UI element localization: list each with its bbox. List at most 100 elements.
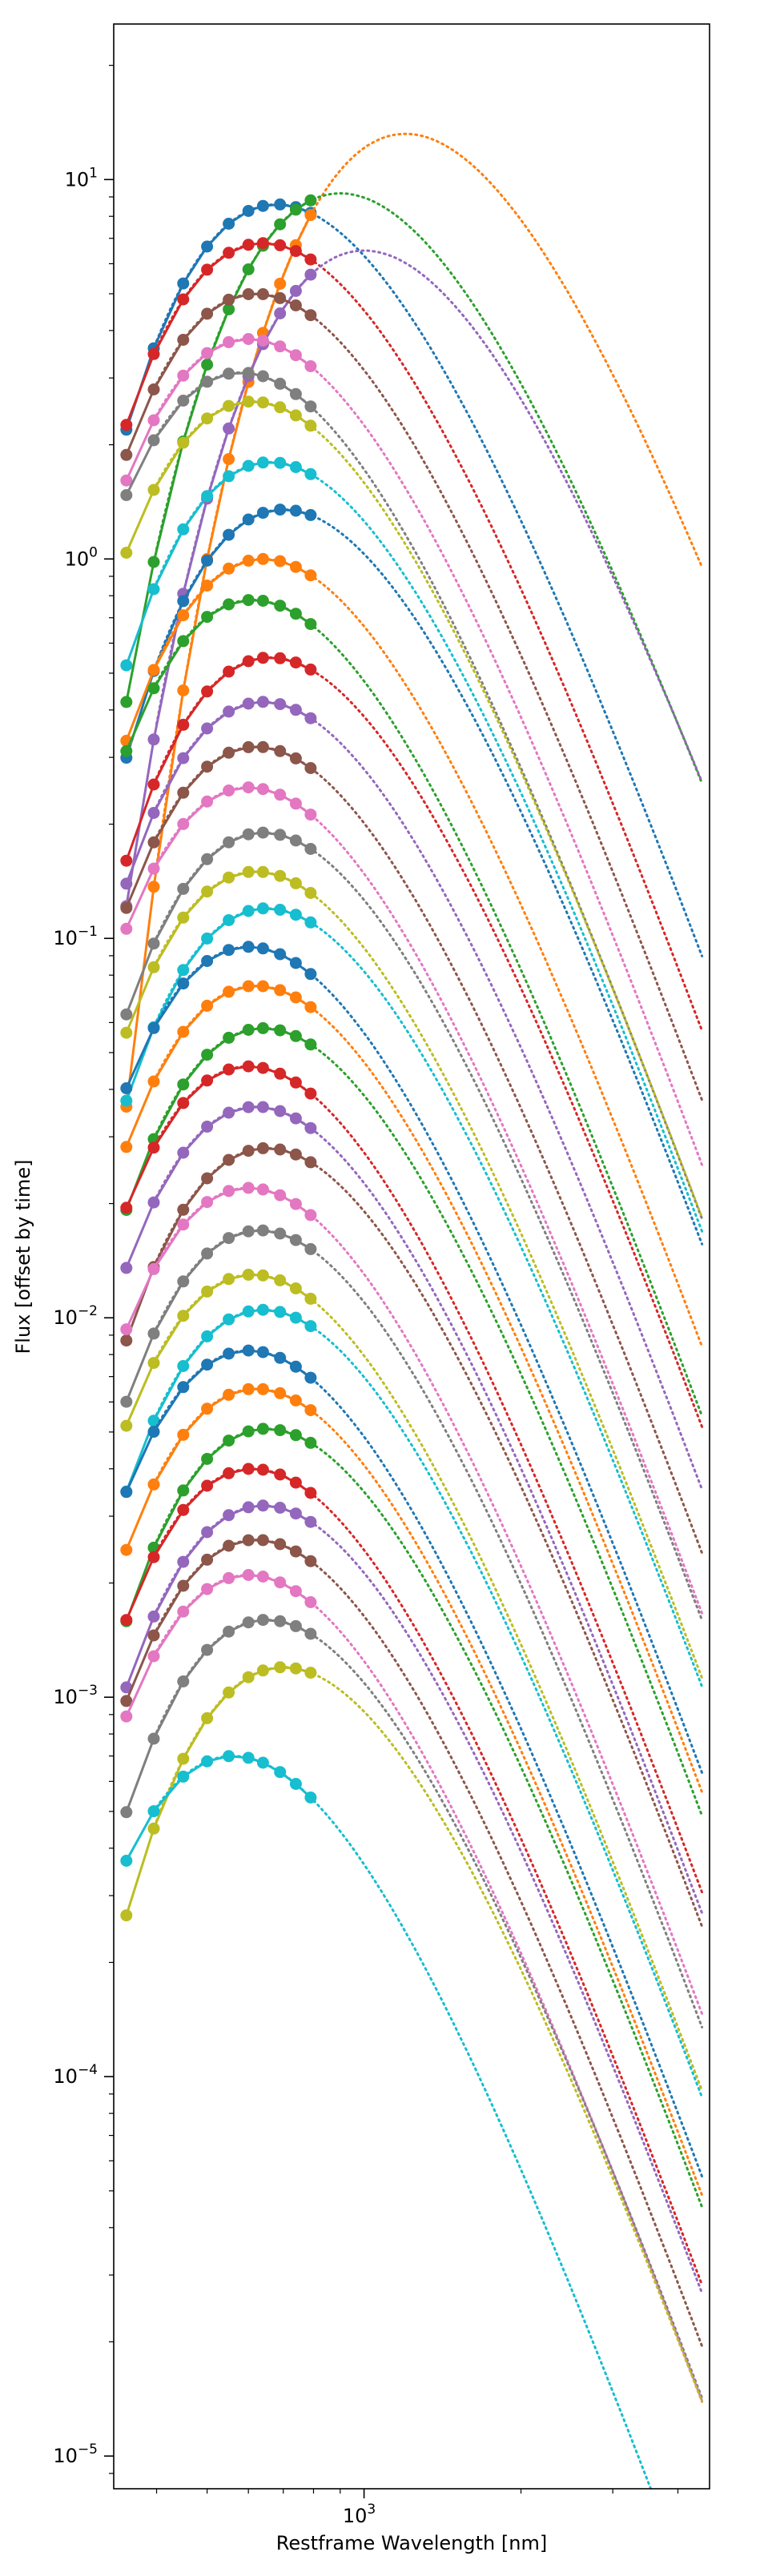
photometry-line [125, 1308, 312, 1492]
photometry-point [223, 1467, 235, 1479]
photometry-point [201, 611, 214, 624]
photometry-point [223, 1031, 235, 1044]
photometry-point [304, 194, 317, 207]
photometry-point [201, 1526, 214, 1539]
photometry-point [201, 359, 214, 371]
photometry-point [147, 807, 160, 819]
photometry-point [304, 1404, 317, 1417]
photometry-point [242, 367, 255, 379]
series-group [120, 1101, 704, 1915]
photometry-point [242, 1671, 255, 1683]
photometry-point [289, 203, 302, 216]
photometry-line [125, 557, 312, 741]
photometry-point [223, 470, 235, 483]
series-group [120, 1142, 704, 1928]
photometry-point [304, 1320, 317, 1333]
photometry-point [274, 456, 287, 469]
blackbody-fit-line [155, 508, 704, 1246]
photometry-line [125, 1026, 312, 1211]
blackbody-fit-line [155, 1666, 704, 2403]
photometry-point [223, 528, 235, 541]
photometry-point [177, 1078, 190, 1091]
photometry-point [147, 937, 160, 950]
photometry-point [201, 375, 214, 388]
photometry-point [256, 1303, 269, 1316]
photometry-point [147, 664, 160, 676]
photometry-point [177, 369, 190, 382]
photometry-point [289, 1394, 302, 1406]
photometry-point [304, 1209, 317, 1222]
photometry-point [242, 1101, 255, 1113]
photometry-point [201, 1247, 214, 1260]
photometry-point [242, 941, 255, 953]
photometry-point [201, 1755, 214, 1767]
photometry-point [147, 1629, 160, 1642]
photometry-point [177, 635, 190, 648]
photometry-point [304, 1292, 317, 1305]
photometry-point [223, 985, 235, 998]
photometry-line [125, 508, 312, 759]
photometry-point [274, 788, 287, 801]
photometry-point [120, 901, 133, 914]
photometry-point [177, 882, 190, 895]
photometry-point [256, 1021, 269, 1034]
photometry-point [289, 797, 302, 810]
photometry-point [120, 1543, 133, 1556]
photometry-point [201, 580, 214, 592]
photometry-point [256, 396, 269, 409]
photometry-point [223, 1509, 235, 1522]
photometry-point [256, 1346, 269, 1358]
photometry-point [147, 347, 160, 360]
photometry-line [125, 461, 312, 666]
photometry-point [177, 1360, 190, 1372]
blackbody-fit-line [155, 786, 704, 1615]
photometry-point [274, 504, 287, 516]
series-group [120, 333, 704, 1166]
blackbody-fit-line [155, 400, 704, 1219]
photometry-line [125, 400, 312, 554]
series-group [120, 1060, 704, 1894]
photometry-line [125, 242, 312, 426]
photometry-point [120, 696, 133, 708]
photometry-point [304, 1627, 317, 1640]
blackbody-fit-line [155, 907, 704, 1688]
blackbody-fit-line [155, 656, 704, 1428]
photometry-point [201, 1553, 214, 1566]
photometry-point [223, 1539, 235, 1552]
photometry-point [120, 1710, 133, 1723]
photometry-point [274, 198, 287, 211]
blackbody-fit-line [155, 1387, 704, 2197]
photometry-point [120, 1026, 133, 1039]
photometry-point [256, 1614, 269, 1627]
photometry-point [304, 1436, 317, 1449]
photometry-point [201, 490, 214, 503]
photometry-point [289, 957, 302, 969]
photometry-point [147, 383, 160, 395]
photometry-point [147, 1650, 160, 1663]
photometry-point [289, 349, 302, 362]
axes-frame [113, 23, 710, 2490]
photometry-point [120, 1395, 133, 1408]
photometry-point [177, 1218, 190, 1231]
photometry-line [125, 599, 312, 752]
photometry-point [289, 1662, 302, 1675]
photometry-point [177, 752, 190, 764]
photometry-point [177, 718, 190, 731]
photometry-point [289, 608, 302, 620]
photometry-point [223, 1154, 235, 1166]
photometry-point [256, 1269, 269, 1282]
series-group [120, 552, 704, 1348]
photometry-point [242, 1145, 255, 1158]
series-group [120, 865, 704, 1679]
photometry-point [120, 1419, 133, 1432]
photometry-point [147, 484, 160, 496]
photometry-point [256, 552, 269, 565]
series-group [120, 1344, 704, 2178]
photometry-point [289, 834, 302, 847]
photometry-point [274, 239, 287, 251]
blackbody-fit-line [155, 1755, 653, 2489]
photometry-point [304, 1596, 317, 1608]
photometry-point [304, 1515, 317, 1528]
photometry-point [256, 199, 269, 212]
photometry-point [177, 1752, 190, 1765]
